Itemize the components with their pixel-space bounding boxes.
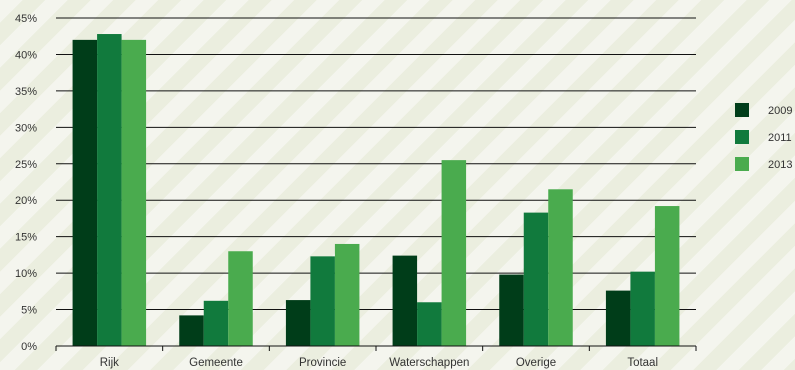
- bar: [523, 212, 549, 346]
- legend-swatch: [735, 130, 749, 144]
- bar: [548, 189, 573, 346]
- x-category-label: Rijk: [100, 357, 119, 369]
- bar: [179, 315, 204, 346]
- y-tick-label: 20%: [15, 195, 37, 207]
- bar: [310, 256, 335, 346]
- y-axis-tick-labels: 0% 5% 10% 15% 20% 25% 30% 35% 40% 45%: [15, 13, 37, 353]
- y-tick-label: 5%: [21, 305, 37, 317]
- x-category-label: Gemeente: [189, 357, 243, 369]
- bar: [334, 243, 360, 346]
- bar: [72, 39, 98, 346]
- bar: [97, 34, 122, 347]
- y-tick-label: 15%: [15, 232, 37, 244]
- bar: [392, 255, 418, 346]
- bar: [417, 302, 442, 346]
- bars: [72, 34, 680, 347]
- bar: [499, 274, 524, 346]
- legend-label: 2011: [768, 132, 792, 144]
- legend-swatch: [735, 157, 749, 171]
- y-tick-label: 35%: [15, 86, 37, 98]
- y-tick-label: 25%: [15, 159, 37, 171]
- legend-swatch: [735, 103, 749, 117]
- bar: [121, 39, 147, 346]
- y-tick-label: 10%: [15, 268, 37, 280]
- legend-label: 2013: [768, 159, 792, 171]
- gridlines: [56, 17, 696, 347]
- y-tick-label: 30%: [15, 122, 37, 134]
- bar: [605, 290, 631, 346]
- y-tick-label: 40%: [15, 49, 37, 61]
- bar: [630, 271, 655, 346]
- bar: [441, 160, 467, 346]
- x-category-label: Totaal: [627, 357, 658, 369]
- bar: [285, 300, 311, 346]
- x-axis: Rijk Gemeente Provincie Waterschappen Overig…: [55, 345, 697, 369]
- bar: [203, 300, 229, 346]
- y-tick-label: 45%: [15, 13, 37, 25]
- legend: 2009 2011 2013: [735, 103, 792, 171]
- x-category-label: Waterschappen: [389, 357, 469, 369]
- bar: [228, 251, 253, 346]
- x-category-label: Overige: [516, 357, 556, 369]
- bar: [654, 206, 680, 346]
- legend-label: 2009: [768, 105, 792, 117]
- x-category-label: Provincie: [299, 357, 346, 369]
- y-tick-label: 0%: [21, 341, 37, 353]
